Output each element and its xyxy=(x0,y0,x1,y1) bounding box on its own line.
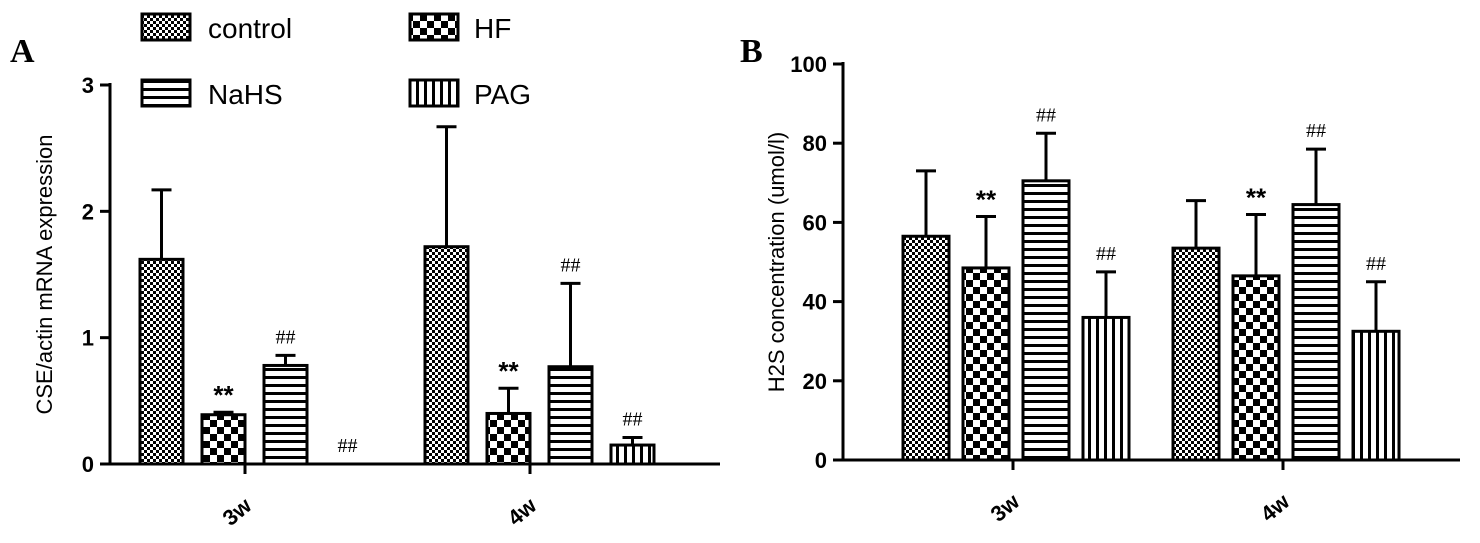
panel-a-error-bar-nahs-4w xyxy=(560,281,581,367)
legend-swatch-nahs xyxy=(140,78,192,108)
panel-b-annotation-nahs-4w: ## xyxy=(1306,120,1326,142)
legend-label-nahs: NaHS xyxy=(208,79,283,110)
panel-b-error-bar-control-4w xyxy=(1186,199,1206,249)
panel-b-y-tick-label: 0 xyxy=(815,448,827,473)
panel-b-bar-pag-4w xyxy=(1351,329,1401,462)
panel-a-bar-hf-4w xyxy=(485,411,532,466)
panel-b-error-bar-pag-4w xyxy=(1366,280,1386,332)
panel-b-bar-nahs-3w xyxy=(1021,179,1071,462)
panel-a-label: A xyxy=(10,33,35,70)
panel-b-y-tick-label: 80 xyxy=(803,131,827,156)
panel-b-chart: B H2S concentration (umol/l) 0 20 40 60 80 100 *… xyxy=(740,33,1460,527)
panel-b-y-tick-label: 100 xyxy=(790,52,827,77)
panel-b-bar-nahs-4w xyxy=(1291,203,1341,462)
panel-b-annotation-hf-4w: ** xyxy=(1246,182,1267,212)
panel-b-annotation-hf-3w: ** xyxy=(976,184,997,214)
panel-b-error-bar-hf-3w xyxy=(976,214,996,268)
panel-b-x-tick-label-4w: 4w xyxy=(1256,488,1295,527)
panel-a-y-axis-label: CSE/actin mRNA expression xyxy=(32,135,57,415)
panel-a-bar-nahs-3w xyxy=(262,363,309,466)
panel-b-bar-control-4w xyxy=(1171,246,1221,462)
panel-b-annotation-nahs-3w: ## xyxy=(1036,104,1056,126)
panel-a-error-bar-pag-4w xyxy=(622,435,643,446)
legend-label-control: control xyxy=(208,13,292,44)
panel-b-x-tick-label-3w: 3w xyxy=(986,488,1025,527)
panel-a-y-tick-label: 3 xyxy=(82,73,94,98)
legend-swatch-hf xyxy=(408,12,460,42)
panel-a-annotation-nahs-3w: ## xyxy=(276,326,296,348)
panel-b-label: B xyxy=(740,33,763,70)
legend-label-pag: PAG xyxy=(474,79,531,110)
panel-b-error-bar-hf-4w xyxy=(1246,212,1266,276)
panel-a-bar-hf-3w xyxy=(200,413,247,466)
panel-a-annotation-pag-3w: ## xyxy=(338,435,358,457)
panel-a-y-tick-label: 2 xyxy=(82,199,94,224)
panel-a-annotation-hf-3w: ** xyxy=(213,380,234,410)
panel-a-y-tick-label: 1 xyxy=(82,326,94,351)
panel-a-bar-nahs-4w xyxy=(547,365,594,466)
panel-b-y-tick-label: 40 xyxy=(803,290,827,315)
panel-a-chart: A CSE/actin mRNA expression 0 1 2 3 ** ## ## 3w **… xyxy=(10,33,720,531)
panel-a-error-bar-hf-3w xyxy=(213,410,234,415)
panel-a-annotation-pag-4w: ## xyxy=(623,408,643,430)
panel-b-bar-hf-3w xyxy=(961,266,1011,462)
panel-a-error-bar-hf-4w xyxy=(498,386,519,414)
panel-a-error-bar-control-3w xyxy=(151,188,172,260)
legend-swatch-control xyxy=(140,12,192,42)
panel-a-error-bar-nahs-3w xyxy=(275,353,296,366)
panel-a-bar-control-3w xyxy=(138,257,185,466)
panel-b-bar-pag-3w xyxy=(1081,315,1131,462)
panel-b-annotation-pag-4w: ## xyxy=(1366,253,1386,275)
panel-a-error-bar-control-4w xyxy=(436,125,457,247)
legend: control HF NaHS PAG xyxy=(140,12,531,110)
panel-b-bar-hf-4w xyxy=(1231,274,1281,462)
panel-a-x-tick-label-3w: 3w xyxy=(218,492,257,531)
panel-a-bar-control-4w xyxy=(423,245,470,466)
panel-b-y-tick-label: 60 xyxy=(803,210,827,235)
panel-b-error-bar-nahs-4w xyxy=(1306,147,1326,205)
panel-a-bar-pag-4w xyxy=(609,443,656,466)
panel-b-error-bar-pag-3w xyxy=(1096,270,1116,318)
legend-swatch-pag xyxy=(408,78,460,108)
panel-a-y-tick-label: 0 xyxy=(82,452,94,477)
panel-b-y-axis-label: H2S concentration (umol/l) xyxy=(764,132,789,392)
panel-b-annotation-pag-3w: ## xyxy=(1096,243,1116,265)
panel-b-bar-control-3w xyxy=(901,234,951,462)
panel-a-x-tick-label-4w: 4w xyxy=(503,492,542,531)
panel-a-annotation-nahs-4w: ## xyxy=(561,254,581,276)
panel-b-y-tick-label: 20 xyxy=(803,369,827,394)
panel-a-annotation-hf-4w: ** xyxy=(498,356,519,386)
panel-b-error-bar-nahs-3w xyxy=(1036,131,1056,181)
panel-b-error-bar-control-3w xyxy=(916,169,936,237)
legend-label-hf: HF xyxy=(474,13,511,44)
